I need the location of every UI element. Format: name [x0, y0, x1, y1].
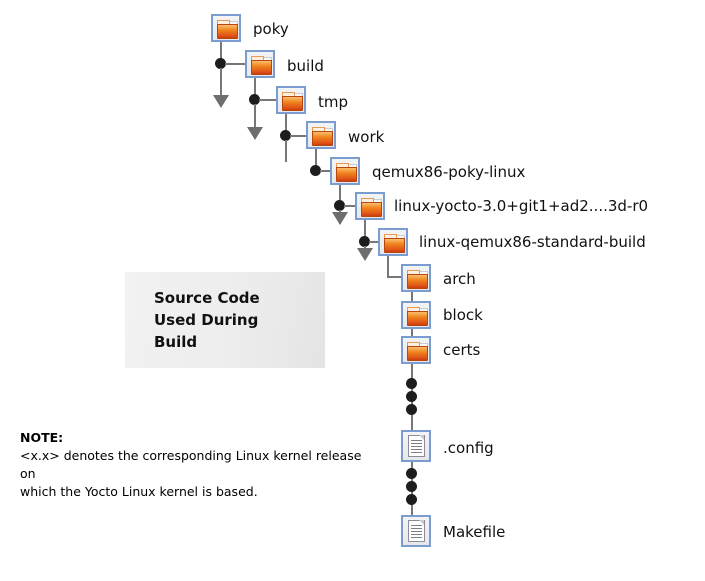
junction-dot-yocto: [359, 236, 370, 247]
file-text-line: [411, 452, 422, 453]
junction-dot-qemux86: [334, 200, 345, 211]
ellipsis-dot-3: [406, 404, 417, 415]
folder-tab: [384, 234, 397, 239]
folder-body: [312, 131, 333, 146]
connector-tmp-down: [285, 140, 287, 162]
arrow-build: [247, 127, 263, 140]
folder-tab: [217, 20, 230, 25]
folder-tab: [407, 307, 420, 312]
connector-arch-to-block: [411, 292, 413, 302]
connector-build-to-tmp: [259, 99, 278, 101]
junction-dot-poky: [215, 58, 226, 69]
folder-body: [384, 238, 405, 253]
tree-label-build: build: [287, 57, 324, 75]
tree-label-block: block: [443, 306, 483, 324]
connector-yocto-to-stdbuild: [369, 241, 380, 243]
tree-label-certs: certs: [443, 341, 481, 359]
tree-label-arch: arch: [443, 270, 476, 288]
folder-icon[interactable]: [211, 14, 241, 42]
tree-label-qemux86-poky-linux: qemux86-poky-linux: [372, 163, 526, 181]
file-icon[interactable]: [401, 430, 431, 462]
file-text-line: [411, 449, 422, 450]
ellipsis-dot-2: [406, 391, 417, 402]
file-text-line: [411, 537, 422, 538]
connector-qemux86-vertical: [339, 185, 341, 208]
folder-icon[interactable]: [330, 157, 360, 185]
connector-tmp-to-work: [290, 135, 308, 137]
folder-tab: [407, 342, 420, 347]
note-title: NOTE:: [20, 430, 64, 445]
connector-qemux86-to-yocto: [344, 205, 357, 207]
file-corner-fold: [419, 435, 424, 440]
connector-block-to-certs: [411, 329, 413, 337]
file-corner-fold: [419, 520, 424, 525]
arrow-poky: [213, 95, 229, 108]
source-code-callout-text: Source Code Used During Build: [154, 289, 260, 351]
junction-dot-build: [249, 94, 260, 105]
junction-dot-tmp: [280, 130, 291, 141]
connector-work-vertical: [315, 149, 317, 172]
folder-icon[interactable]: [401, 264, 431, 292]
folder-icon[interactable]: [306, 121, 336, 149]
tree-label-linux-yocto: linux-yocto-3.0+git1+ad2....3d-r0: [394, 197, 649, 215]
folder-body: [336, 167, 357, 182]
connector-stdbuild-to-arch: [387, 276, 403, 278]
folder-icon[interactable]: [401, 301, 431, 329]
connector-stdbuild-vertical: [387, 256, 389, 277]
file-text-line: [411, 443, 422, 444]
file-text-line: [411, 534, 422, 535]
tree-label-makefile: Makefile: [443, 523, 506, 541]
connector-poky-to-build: [225, 63, 247, 65]
folder-icon[interactable]: [401, 336, 431, 364]
note-block: NOTE: <x.x> denotes the corresponding Li…: [20, 430, 380, 501]
folder-body: [217, 24, 238, 39]
file-text-line: [411, 531, 422, 532]
file-icon[interactable]: [401, 515, 431, 547]
file-text-line: [411, 525, 422, 526]
ellipsis-dot-6: [406, 494, 417, 505]
folder-tab: [336, 163, 349, 168]
folder-body: [282, 96, 303, 111]
folder-icon[interactable]: [378, 228, 408, 256]
folder-body: [361, 202, 382, 217]
note-body: <x.x> denotes the corresponding Linux ke…: [20, 447, 362, 500]
source-code-callout-box: Source Code Used During Build: [125, 272, 325, 368]
connector-yocto-vertical: [364, 220, 366, 242]
tree-label-tmp: tmp: [318, 93, 349, 111]
folder-body: [251, 60, 272, 75]
tree-label-linux-qemux86-standard-build: linux-qemux86-standard-build: [419, 233, 646, 251]
tree-label-poky: poky: [253, 20, 289, 38]
file-text-line: [411, 528, 422, 529]
folder-tab: [282, 92, 295, 97]
folder-body: [407, 274, 428, 289]
file-text-line: [411, 440, 422, 441]
connector-poky-down: [220, 68, 222, 96]
tree-label-work: work: [348, 128, 385, 146]
folder-tab: [251, 56, 264, 61]
ellipsis-dot-1: [406, 378, 417, 389]
folder-body: [407, 346, 428, 361]
folder-icon[interactable]: [355, 192, 385, 220]
tree-label-config: .config: [443, 439, 494, 457]
file-text-line: [411, 446, 422, 447]
ellipsis-dot-4: [406, 468, 417, 479]
folder-icon[interactable]: [245, 50, 275, 78]
connector-tmp-vertical: [285, 114, 287, 137]
connector-build-vertical: [254, 78, 256, 102]
folder-icon[interactable]: [276, 86, 306, 114]
folder-tab: [361, 198, 374, 203]
junction-dot-work: [310, 165, 321, 176]
arrow-yocto: [357, 248, 373, 261]
arrow-qemux86: [332, 212, 348, 225]
connector-build-down: [254, 104, 256, 128]
folder-tab: [407, 270, 420, 275]
connector-work-to-qemux86: [320, 170, 333, 172]
ellipsis-dot-5: [406, 481, 417, 492]
folder-tab: [312, 127, 325, 132]
connector-poky-vertical: [220, 42, 222, 70]
folder-body: [407, 311, 428, 326]
